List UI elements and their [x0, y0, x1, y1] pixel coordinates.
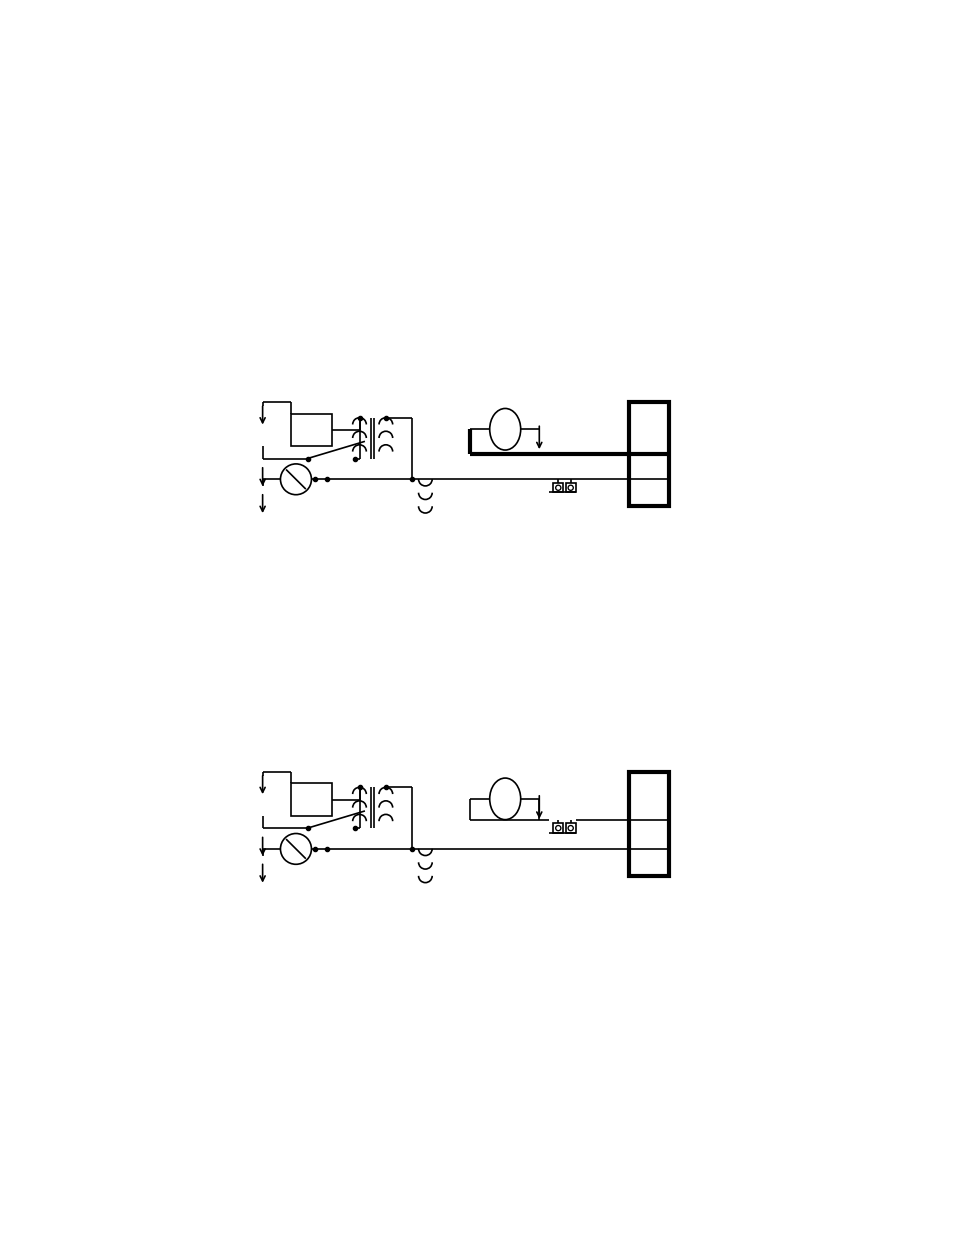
Bar [629, 772, 669, 876]
Bar [553, 824, 562, 832]
Bar [291, 783, 332, 816]
Bar [553, 483, 562, 493]
Bar [629, 403, 669, 506]
Bar [565, 483, 575, 493]
Bar [565, 824, 575, 832]
Bar [291, 414, 332, 446]
